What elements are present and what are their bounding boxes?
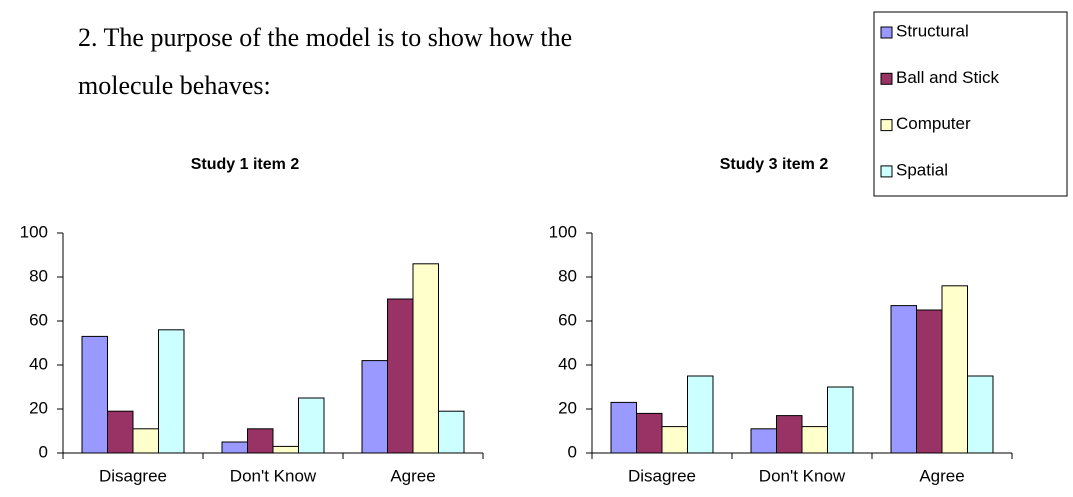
x-tick-label: Don't Know: [230, 466, 317, 485]
legend-label: Ball and Stick: [896, 68, 999, 87]
y-tick-label: 40: [29, 354, 48, 373]
bar: [967, 375, 994, 454]
bar: [132, 428, 159, 454]
y-tick-label: 80: [558, 266, 577, 285]
legend-label: Structural: [896, 21, 969, 40]
y-tick-label: 0: [39, 442, 48, 461]
bar: [438, 410, 465, 454]
bar: [750, 428, 777, 454]
legend-label: Spatial: [896, 160, 948, 179]
bar: [610, 401, 637, 454]
chart-title: Study 3 item 2: [720, 156, 829, 173]
y-tick-label: 60: [29, 310, 48, 329]
bar: [776, 415, 803, 454]
bar: [801, 426, 828, 454]
bar: [412, 263, 439, 454]
y-tick-label: 20: [29, 398, 48, 417]
x-tick-label: Disagree: [99, 466, 167, 485]
bar: [107, 410, 134, 454]
bar: [890, 305, 917, 454]
x-tick-label: Agree: [919, 466, 964, 485]
bar: [81, 335, 108, 454]
bar: [298, 397, 325, 454]
bar: [247, 428, 274, 454]
bar: [636, 412, 663, 454]
legend-label: Computer: [896, 114, 971, 133]
legend-swatch: [880, 119, 893, 132]
bar: [661, 426, 688, 454]
bar: [827, 386, 854, 454]
legend-swatch: [880, 26, 893, 39]
x-tick-label: Don't Know: [759, 466, 846, 485]
y-tick-label: 20: [558, 398, 577, 417]
bar: [272, 445, 299, 454]
y-tick-label: 60: [558, 310, 577, 329]
y-tick-label: 40: [558, 354, 577, 373]
legend-box: [873, 11, 1068, 197]
y-tick-label: 80: [29, 266, 48, 285]
bar: [687, 375, 714, 454]
x-tick-label: Disagree: [628, 466, 696, 485]
bar: [361, 360, 388, 454]
heading-line: 2. The purpose of the model is to show h…: [78, 23, 572, 52]
chart-title: Study 1 item 2: [191, 156, 300, 173]
bar: [387, 298, 414, 454]
x-tick-label: Agree: [390, 466, 435, 485]
y-tick-label: 100: [20, 222, 48, 241]
bar: [941, 285, 968, 454]
legend-swatch: [880, 72, 893, 85]
bar: [221, 441, 248, 454]
bar: [158, 329, 185, 454]
y-tick-label: 0: [568, 442, 577, 461]
heading-line: molecule behaves:: [78, 71, 271, 100]
y-tick-label: 100: [549, 222, 577, 241]
bar: [916, 309, 943, 454]
legend-swatch: [880, 165, 893, 178]
